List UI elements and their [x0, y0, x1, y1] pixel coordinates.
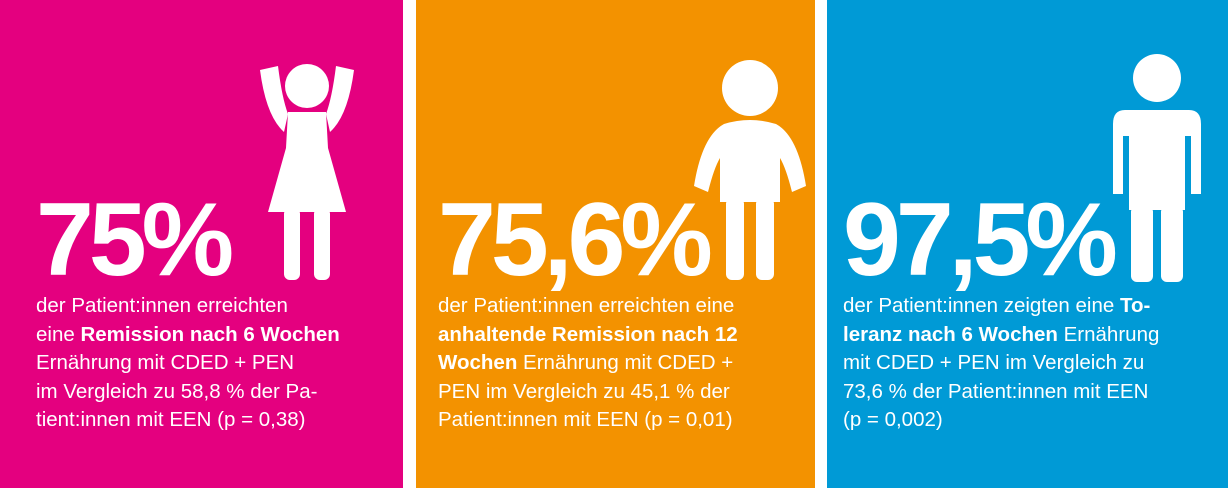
description-emphasis: To-: [1119, 294, 1151, 317]
description-text: der Patient:innen erreichten: [36, 294, 288, 317]
stat-value: 75%: [36, 182, 234, 298]
description-text: im Vergleich zu 58,8 % der Pa-: [36, 379, 318, 403]
description-line: der Patient:innen erreichten: [36, 292, 340, 321]
description-line: Wochen Ernährung mit CDED +: [438, 349, 738, 378]
description-line: PEN im Vergleich zu 45,1 % der: [438, 378, 738, 407]
stat-description: der Patient:innen erreichten eine anhalte…: [438, 292, 738, 435]
description-emphasis: leranz nach 6 Wochen: [843, 322, 1058, 346]
description-line: eine Remission nach 6 Wochen: [36, 321, 340, 350]
description-line: im Vergleich zu 58,8 % der Pa-: [36, 378, 340, 407]
person-standing-icon: [1111, 52, 1203, 284]
description-line: der Patient:innen zeigten eine To-: [843, 292, 1159, 321]
description-text: PEN im Vergleich zu 45,1 % der: [438, 379, 730, 403]
description-line: tient:innen mit EEN (p = 0,38): [36, 406, 340, 435]
description-text: (p = 0,002): [843, 408, 943, 432]
child-arms-raised-icon: [252, 52, 362, 284]
description-line: (p = 0,002): [843, 406, 1159, 435]
description-line: der Patient:innen erreichten eine: [438, 292, 738, 321]
description-line: 73,6 % der Patient:innen mit EEN: [843, 378, 1159, 407]
description-emphasis: Wochen: [438, 351, 518, 375]
panel-tolerance-6-weeks: 97,5% der Patient:innen zeigten eine To-…: [827, 0, 1228, 488]
description-text: der Patient:innen zeigten eine: [843, 294, 1120, 317]
description-text: Ernährung mit CDED +: [517, 351, 734, 375]
description-text: der Patient:innen erreichten eine: [438, 294, 735, 317]
description-line: leranz nach 6 Wochen Ernährung: [843, 321, 1159, 350]
panel-sustained-remission-12-weeks: 75,6% der Patient:innen erreichten eine a…: [416, 0, 815, 488]
description-line: Ernährung mit CDED + PEN: [36, 349, 340, 378]
child-standing-icon: [694, 52, 806, 282]
description-text: Patient:innen mit EEN (p = 0,01): [438, 408, 733, 432]
description-text: eine: [36, 322, 81, 346]
description-emphasis: Remission nach 6 Wochen: [80, 322, 340, 346]
panel-remission-6-weeks: 75% der Patient:innen erreichten eine Rem…: [0, 0, 403, 488]
description-text: Ernährung mit CDED + PEN: [36, 351, 295, 375]
description-emphasis: anhaltende Remission nach 12: [438, 322, 738, 346]
stat-value: 97,5%: [843, 182, 1118, 298]
stat-description: der Patient:innen erreichten eine Remissi…: [36, 292, 340, 435]
description-text: 73,6 % der Patient:innen mit EEN: [843, 379, 1149, 403]
description-text: Ernährung: [1057, 322, 1160, 346]
description-line: mit CDED + PEN im Vergleich zu: [843, 349, 1159, 378]
description-line: anhaltende Remission nach 12: [438, 321, 738, 350]
description-text: mit CDED + PEN im Vergleich zu: [843, 351, 1145, 375]
description-line: Patient:innen mit EEN (p = 0,01): [438, 406, 738, 435]
description-text: tient:innen mit EEN (p = 0,38): [36, 408, 306, 432]
stat-value: 75,6%: [438, 182, 713, 298]
stat-description: der Patient:innen zeigten eine To-leranz…: [843, 292, 1159, 435]
